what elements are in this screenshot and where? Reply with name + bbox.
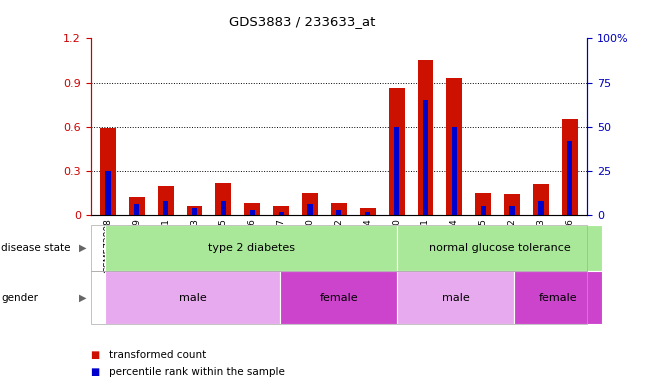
- Bar: [365, 212, 370, 215]
- Bar: [394, 127, 399, 215]
- Bar: [244, 203, 260, 215]
- Bar: [417, 60, 433, 215]
- Bar: [100, 128, 116, 215]
- Text: female: female: [539, 293, 577, 303]
- Text: male: male: [179, 293, 207, 303]
- Text: ■: ■: [91, 350, 100, 360]
- Bar: [134, 204, 140, 215]
- Bar: [360, 208, 376, 215]
- Text: normal glucose tolerance: normal glucose tolerance: [429, 243, 570, 253]
- Text: gender: gender: [1, 293, 38, 303]
- Bar: [423, 100, 428, 215]
- Text: ■: ■: [91, 367, 100, 377]
- Text: female: female: [319, 293, 358, 303]
- Bar: [480, 206, 486, 215]
- Bar: [163, 201, 168, 215]
- Bar: [452, 127, 457, 215]
- Text: disease state: disease state: [1, 243, 71, 253]
- Bar: [446, 78, 462, 215]
- Bar: [278, 212, 284, 215]
- Bar: [105, 171, 111, 215]
- Bar: [273, 206, 289, 215]
- Bar: [250, 210, 255, 215]
- Bar: [158, 185, 174, 215]
- Bar: [504, 194, 520, 215]
- Text: type 2 diabetes: type 2 diabetes: [208, 243, 295, 253]
- Bar: [129, 197, 145, 215]
- Bar: [336, 210, 342, 215]
- Text: ▶: ▶: [79, 243, 87, 253]
- Bar: [567, 141, 572, 215]
- Bar: [538, 201, 544, 215]
- Bar: [475, 193, 491, 215]
- Bar: [331, 203, 347, 215]
- Bar: [187, 206, 203, 215]
- Bar: [509, 206, 515, 215]
- Bar: [307, 204, 313, 215]
- Bar: [192, 208, 197, 215]
- Text: male: male: [442, 293, 470, 303]
- Text: transformed count: transformed count: [109, 350, 206, 360]
- Text: GDS3883 / 233633_at: GDS3883 / 233633_at: [229, 15, 375, 28]
- Bar: [562, 119, 578, 215]
- Bar: [302, 193, 318, 215]
- Bar: [533, 184, 549, 215]
- Bar: [221, 201, 226, 215]
- Bar: [215, 183, 231, 215]
- Bar: [389, 88, 405, 215]
- Text: ▶: ▶: [79, 293, 87, 303]
- Text: percentile rank within the sample: percentile rank within the sample: [109, 367, 285, 377]
